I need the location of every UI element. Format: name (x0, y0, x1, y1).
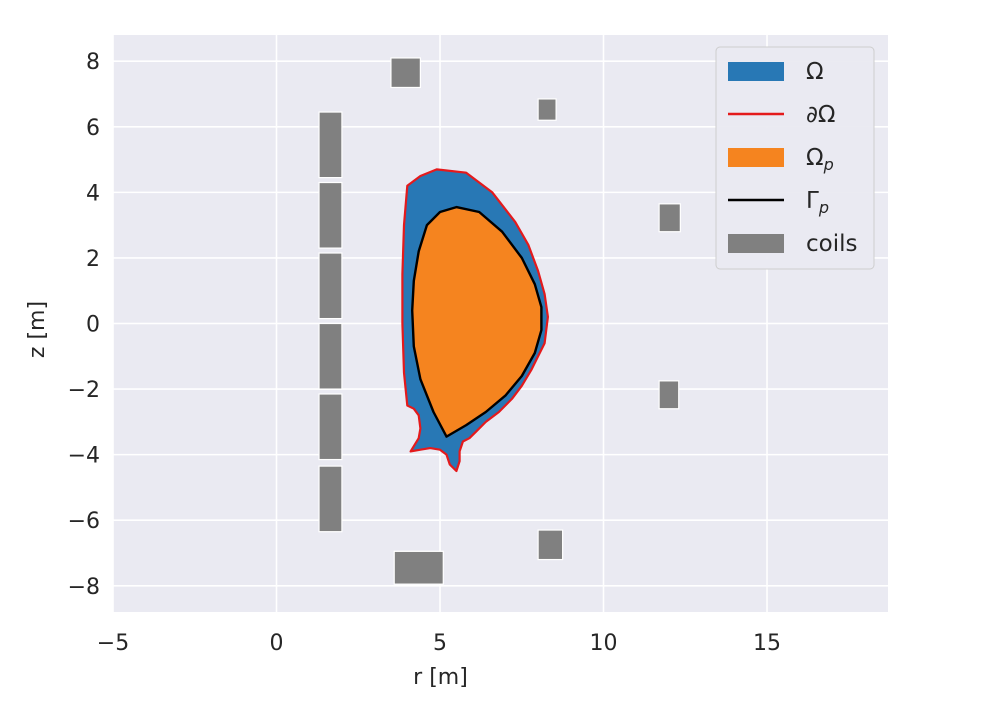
y-tick-label: −8 (68, 575, 100, 600)
coil (390, 57, 421, 89)
plasma-region (412, 207, 542, 437)
y-tick-label: 8 (86, 50, 100, 75)
x-tick-label: 0 (270, 631, 284, 656)
y-tick-label: 6 (86, 116, 100, 141)
legend-swatch (728, 62, 784, 81)
coil (658, 380, 680, 410)
coil (537, 529, 564, 561)
y-tick-label: 2 (86, 247, 100, 272)
x-tick-labels: −5 0 5 10 15 (97, 631, 781, 656)
x-tick-label: −5 (97, 631, 129, 656)
legend-label: Ω (806, 59, 824, 85)
y-axis-label: z [m] (25, 301, 50, 358)
y-tick-labels: −8 −6 −4 −2 0 2 4 6 8 (68, 50, 100, 600)
coil (318, 465, 343, 533)
x-tick-label: 5 (433, 631, 447, 656)
legend-frame (715, 46, 875, 270)
coil (537, 98, 557, 121)
coil (318, 252, 343, 320)
x-tick-label: 10 (590, 631, 618, 656)
coil (393, 550, 444, 585)
y-tick-label: −6 (68, 509, 100, 534)
y-tick-label: 4 (86, 181, 100, 206)
plasma-boundary-line (411, 205, 543, 438)
legend-swatch (728, 148, 784, 167)
legend-swatch (728, 234, 784, 253)
legend-label: ∂Ω (806, 102, 835, 128)
coil (318, 393, 343, 461)
coil-rectangles (318, 57, 681, 585)
y-tick-label: 0 (86, 313, 100, 338)
y-tick-label: −2 (68, 378, 100, 403)
x-tick-label: 15 (753, 631, 781, 656)
legend-label: coils (806, 231, 857, 257)
coil (318, 322, 343, 390)
coil (658, 203, 681, 233)
coil (318, 111, 343, 179)
y-tick-label: −4 (68, 444, 100, 469)
coil (318, 181, 343, 249)
x-axis-label: r [m] (413, 665, 468, 690)
